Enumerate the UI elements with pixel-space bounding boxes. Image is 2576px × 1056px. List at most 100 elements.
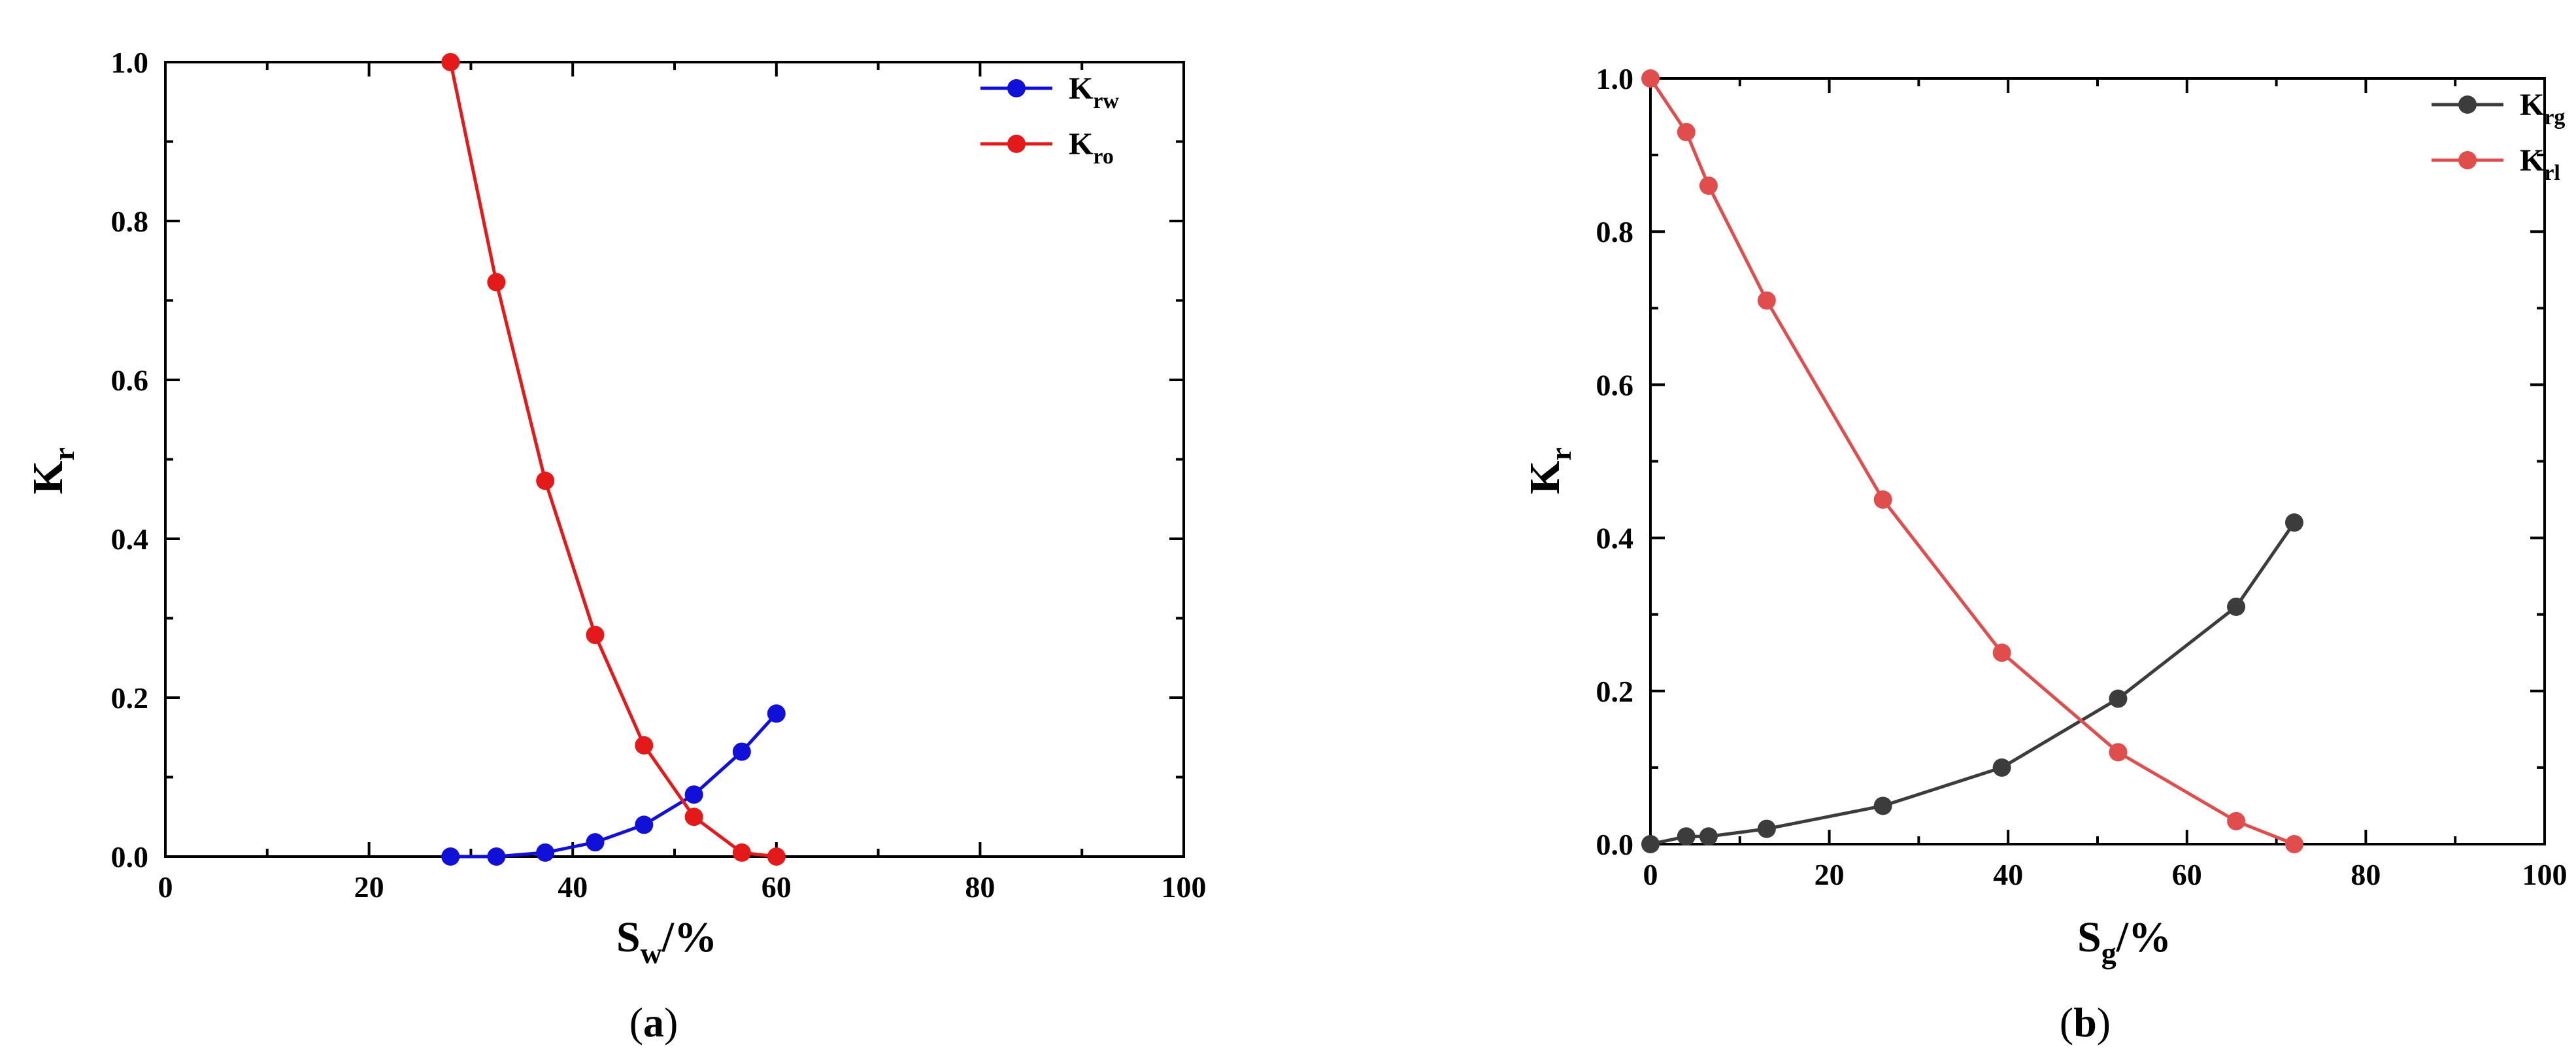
x-axis-label-suffix: /% (661, 913, 717, 961)
y-tick-label: 0.8 (1596, 215, 1634, 248)
series-line-Kro (448, 61, 777, 859)
data-point-Krl (1992, 643, 2011, 662)
y-axis-label: Kr (1521, 447, 1577, 494)
y-axis-label-main: K (1521, 461, 1569, 494)
y-axis-label: Kr (24, 447, 80, 494)
data-point-Kro (732, 843, 751, 862)
legend-label-subscript: rg (2544, 105, 2565, 129)
x-tick-label: 100 (1162, 870, 1207, 904)
data-point-Krw (684, 785, 703, 804)
data-point-Kro (487, 273, 506, 292)
panel-label-letter: b (2073, 999, 2097, 1046)
panel-label-close: ) (2097, 999, 2111, 1046)
data-point-Kro (684, 808, 703, 826)
data-point-Krl (2109, 743, 2128, 762)
x-axis-label-main: S (2077, 913, 2101, 961)
data-point-Krw (586, 833, 605, 852)
data-point-Krl (1677, 122, 1696, 141)
data-point-Krw (487, 847, 506, 866)
x-axis-label-main: S (616, 913, 641, 961)
x-tick-label: 100 (2522, 858, 2568, 891)
data-point-Krg (2109, 689, 2128, 708)
data-point-Krg (2284, 513, 2303, 532)
data-point-Krg (1641, 835, 1660, 853)
data-point-Krl (1757, 291, 1776, 310)
data-point-Krl (1699, 176, 1718, 195)
data-point-Krg (1699, 827, 1718, 846)
y-tick-label: 0.6 (1596, 368, 1634, 401)
legend-label: Krl (2520, 143, 2560, 185)
legend-label-subscript: rw (1093, 89, 1119, 113)
data-point-Krg (1677, 827, 1696, 846)
data-point-Krg (1757, 819, 1776, 838)
x-axis-label-subscript: w (641, 936, 662, 970)
data-point-Kro (767, 847, 786, 866)
x-tick-label: 60 (761, 870, 792, 904)
data-point-Kro (635, 736, 654, 755)
legend-label-main: K (2520, 143, 2544, 178)
panel-label-letter: a (643, 999, 664, 1046)
y-tick-label: 0.0 (1596, 828, 1634, 861)
legend-label-main: K (2520, 88, 2544, 122)
data-point-Krl (1641, 69, 1660, 88)
x-axis-label-suffix: /% (2116, 913, 2171, 961)
chart-panel-a: 0 20 40 60 80 1000.00.20.40.60.81.0Sw/%KrKrwK… (24, 46, 1207, 1046)
panel-label-close: ) (664, 999, 678, 1046)
panel-label: (a) (629, 999, 678, 1046)
legend-label: Krg (2520, 88, 2565, 129)
data-point-Krg (1992, 758, 2011, 777)
data-point-Krw (732, 742, 751, 761)
data-point-Krg (1873, 796, 1892, 815)
y-tick-label: 0.0 (111, 840, 149, 874)
data-point-Krw (536, 843, 555, 862)
panel-label: (b) (2060, 999, 2111, 1046)
legend-label: Kro (1069, 127, 1114, 169)
legend-marker (1007, 135, 1026, 153)
legend-marker (1007, 79, 1026, 97)
x-tick-label: 20 (1815, 858, 1845, 891)
x-tick-label: 40 (558, 870, 588, 904)
legend-label: Krw (1069, 71, 1119, 113)
x-tick-label: 60 (2172, 858, 2202, 891)
legend-label-main: K (1069, 71, 1093, 106)
y-axis-label-subscript: r (47, 447, 80, 460)
legend-label-main: K (1069, 127, 1093, 162)
x-axis-label-subscript: g (2101, 936, 2116, 970)
panel-label-open: ( (2060, 999, 2073, 1046)
data-point-Krl (2227, 811, 2246, 830)
x-tick-label: 20 (354, 870, 384, 904)
y-axis-label-main: K (24, 461, 72, 494)
legend-marker (2458, 95, 2477, 114)
data-point-Kro (536, 471, 555, 490)
data-point-Krw (441, 847, 460, 866)
data-point-Krg (2227, 597, 2246, 616)
data-point-Krl (1873, 490, 1892, 509)
y-tick-label: 0.2 (1596, 675, 1634, 708)
x-tick-label: 80 (2350, 858, 2381, 891)
x-axis-label: Sw/% (616, 913, 717, 970)
legend-label-subscript: rl (2544, 161, 2560, 185)
x-tick-label: 0 (158, 870, 173, 904)
x-tick-label: 0 (1643, 858, 1658, 891)
y-tick-label: 0.8 (111, 205, 149, 238)
panel-label-open: ( (629, 999, 643, 1046)
x-tick-label: 80 (965, 870, 995, 904)
data-point-Kro (586, 626, 605, 645)
y-tick-label: 0.4 (1596, 522, 1634, 555)
legend-label-subscript: ro (1093, 145, 1113, 169)
legend-marker (2458, 151, 2477, 169)
y-tick-label: 1.0 (1596, 62, 1634, 95)
y-tick-label: 0.4 (111, 522, 149, 556)
y-axis-label-subscript: r (1544, 447, 1577, 460)
data-point-Krw (767, 704, 786, 723)
data-point-Kro (441, 53, 460, 71)
x-axis-label: Sg/% (2077, 913, 2171, 970)
data-point-Krw (635, 815, 654, 834)
data-point-Krl (2284, 835, 2303, 853)
y-tick-label: 1.0 (111, 46, 149, 79)
y-tick-label: 0.2 (111, 681, 149, 715)
y-tick-label: 0.6 (111, 364, 149, 397)
chart-panel-b: 0 20 40 60 80 1000.00.20.40.60.81.0Sg/%KrKrgK… (1521, 62, 2568, 1046)
